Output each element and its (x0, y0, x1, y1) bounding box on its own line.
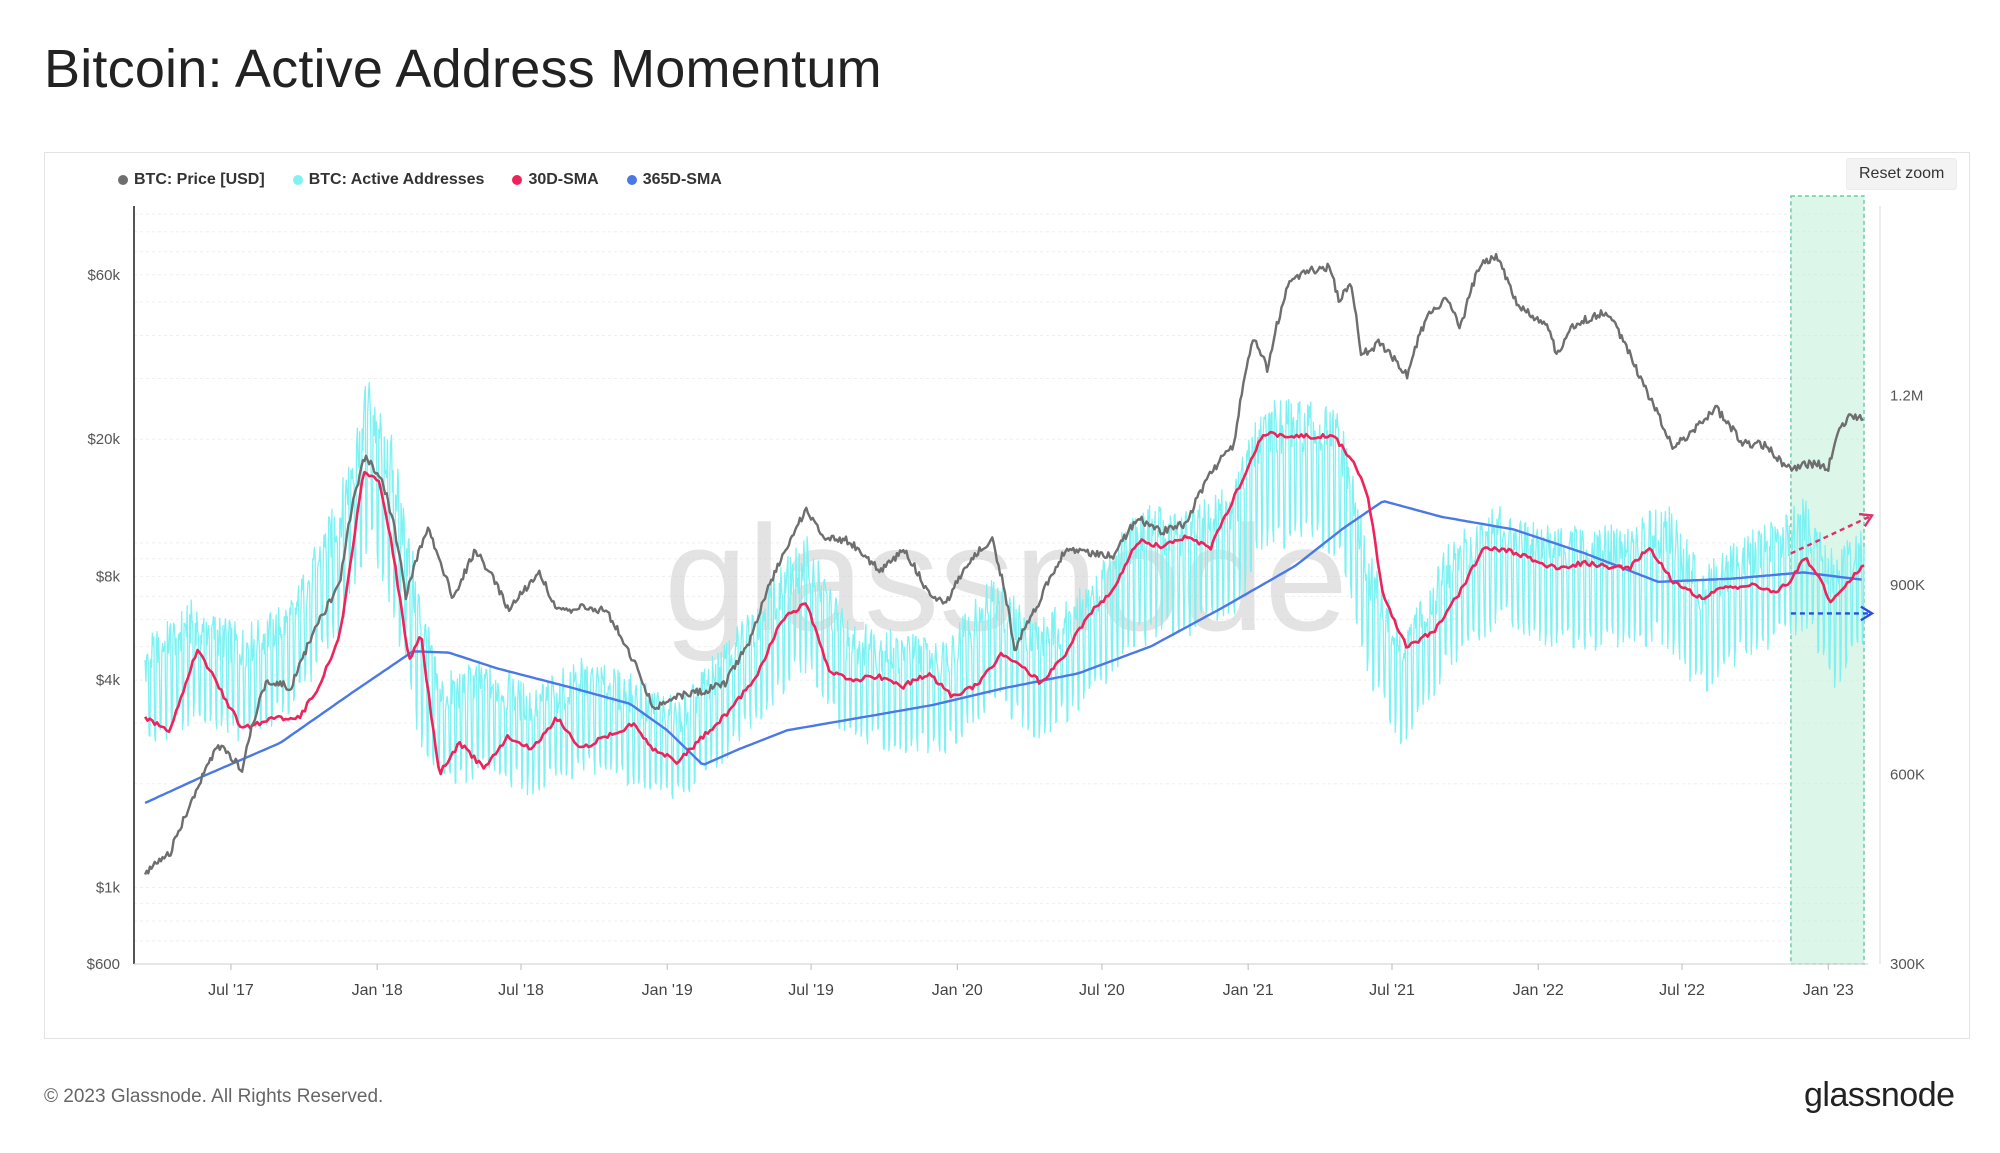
legend-item-active-addresses[interactable]: BTC: Active Addresses (292, 168, 485, 192)
active-addresses-line (144, 381, 1865, 800)
x-axis-tick-label: Jan '21 (1223, 982, 1274, 999)
legend-item-30d-sma[interactable]: 30D-SMA (512, 168, 599, 192)
left-axis-tick-label: $20k (87, 431, 120, 448)
left-axis-tick-label: $8k (96, 568, 121, 585)
x-axis-tick-label: Jan '23 (1803, 982, 1854, 999)
legend-dot-price (118, 175, 128, 185)
right-axis-tick-label: 900K (1890, 577, 1925, 594)
annotation-arrow-head (1858, 512, 1875, 528)
axes: $600 $1k $4k $8k $20k $60k 300K 600K 900K 1.2M Jul… (87, 206, 1925, 999)
legend-dot-365d-sma (626, 175, 637, 185)
legend-dot-active-addresses (292, 175, 303, 185)
annotation-arrow-head (1860, 605, 1875, 622)
legend-label-price: BTC: Price [USD] (134, 171, 265, 188)
series-lines (143, 252, 1865, 875)
x-axis-tick-label: Jan '19 (642, 982, 693, 999)
right-axis-tick-label: 300K (1890, 956, 1925, 973)
x-axis-tick-label: Jul '17 (208, 982, 254, 999)
x-axis-tick-label: Jul '22 (1659, 982, 1705, 999)
sma30-line (144, 430, 1865, 776)
right-axis-tick-label: 600K (1890, 767, 1925, 784)
x-axis-tick-label: Jul '19 (788, 982, 834, 999)
legend-item-price[interactable]: BTC: Price [USD] (118, 168, 265, 192)
reset-zoom-button[interactable]: Reset zoom (1846, 158, 1958, 190)
x-axis-tick-label: Jul '18 (498, 982, 544, 999)
left-axis-tick-label: $60k (87, 267, 120, 284)
chart-card (44, 152, 1970, 1039)
left-axis-tick-label: $1k (96, 880, 121, 897)
x-axis-tick-label: Jul '21 (1369, 982, 1415, 999)
legend: BTC: Price [USD] BTC: Active Addresses 3… (118, 168, 722, 192)
legend-dot-30d-sma (512, 175, 523, 185)
left-axis-tick-label: $600 (87, 956, 120, 973)
footer-copyright: © 2023 Glassnode. All Rights Reserved. (44, 1086, 384, 1107)
active-addresses-layer (144, 381, 1865, 800)
sma365-line (144, 500, 1862, 804)
left-axis-tick-label: $4k (96, 672, 121, 689)
annotations (1790, 512, 1875, 622)
x-axis-tick-label: Jan '20 (932, 982, 983, 999)
annotation-arrow-line (1790, 514, 1873, 555)
right-axis-tick-label: 1.2M (1890, 388, 1923, 405)
x-axis-tick-label: Jan '18 (352, 982, 403, 999)
x-axis-tick-label: Jul '20 (1079, 982, 1125, 999)
price-line (143, 252, 1864, 875)
legend-label-365d-sma: 365D-SMA (642, 171, 722, 188)
legend-label-30d-sma: 30D-SMA (528, 171, 599, 188)
legend-label-active-addresses: BTC: Active Addresses (308, 171, 485, 188)
page-title: Bitcoin: Active Address Momentum (44, 39, 882, 99)
glassnode-logo: glassnode (1804, 1076, 1955, 1114)
legend-item-365d-sma[interactable]: 365D-SMA (626, 168, 722, 192)
x-axis-tick-label: Jan '22 (1513, 982, 1564, 999)
